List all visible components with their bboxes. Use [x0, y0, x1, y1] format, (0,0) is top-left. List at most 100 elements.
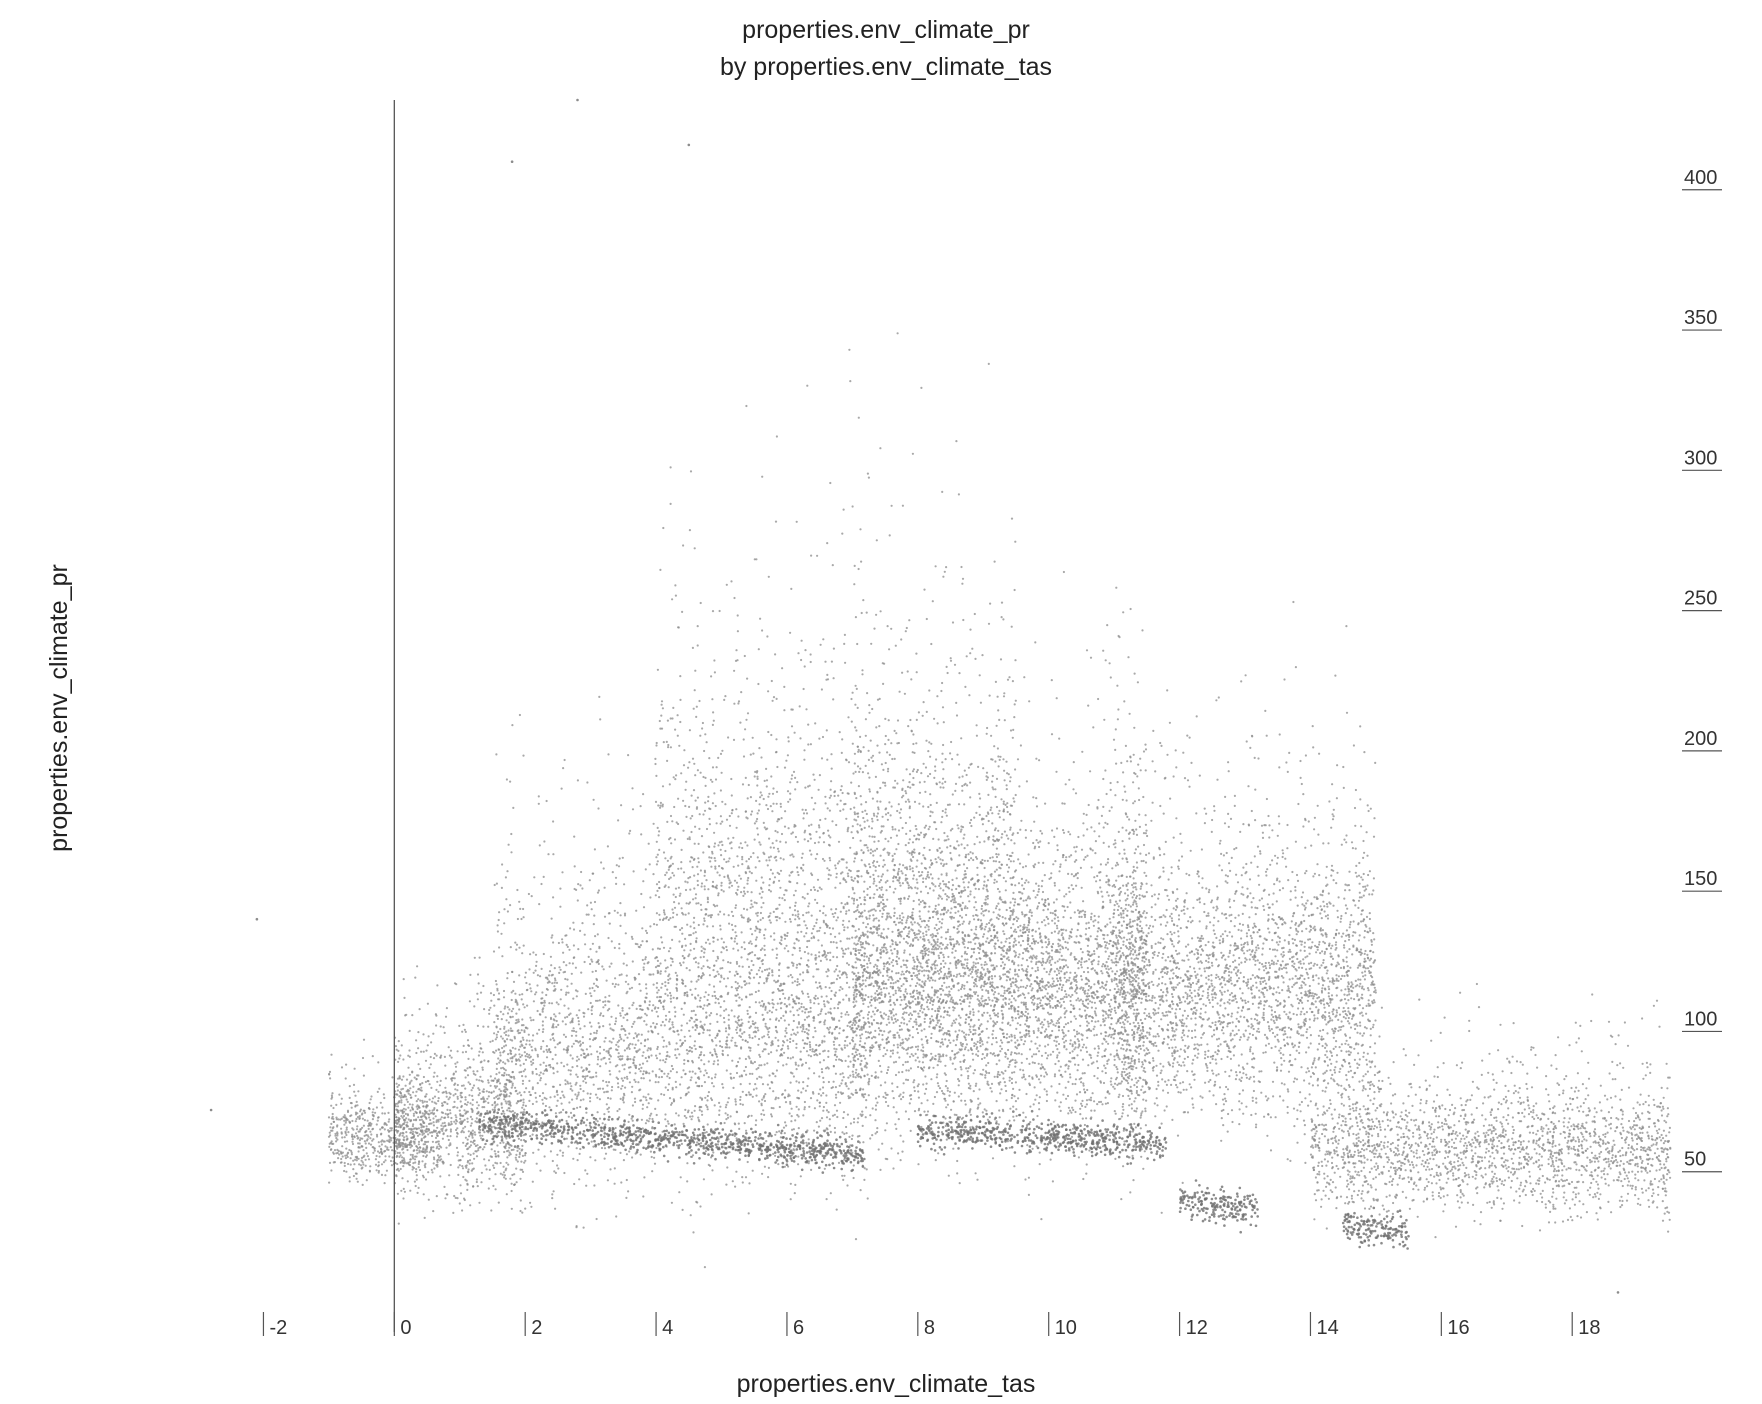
scatter-point-3601 [576, 779, 580, 782]
scatter-point-4444 [745, 1094, 748, 1097]
scatter-point-394 [330, 1094, 333, 1097]
scatter-point-2724 [655, 923, 659, 926]
scatter-point-3749 [581, 922, 584, 925]
scatter-point-3556 [498, 1071, 501, 1074]
scatter-point-4912 [720, 884, 723, 887]
scatter-point-1283 [422, 1050, 425, 1053]
scatter-point-1778 [825, 954, 828, 957]
scatter-point-320 [350, 1151, 353, 1154]
scatter-point-1880 [541, 1092, 545, 1095]
scatter-point-771 [477, 1054, 480, 1057]
scatter-point-265 [343, 1119, 346, 1122]
scatter-point-4620 [846, 792, 849, 795]
scatter-point-2905 [760, 794, 763, 797]
scatter-point-1397 [469, 1131, 473, 1135]
scatter-point-2534 [671, 916, 675, 919]
scatter-point-1344 [431, 1140, 434, 1143]
scatter-point-960 [468, 1159, 472, 1162]
scatter-point-1945 [806, 1084, 809, 1088]
scatter-points [209, 98, 1672, 1294]
scatter-point-4564 [825, 729, 828, 732]
scatter-point-2345 [498, 946, 501, 949]
scatter-point-3479 [718, 865, 721, 868]
scatter-point-2820 [505, 1150, 509, 1153]
scatter-point-704 [476, 1185, 479, 1188]
scatter-point-1820 [740, 891, 743, 894]
scatter-point-4345 [531, 1087, 534, 1091]
scatter-point-2633 [803, 950, 807, 954]
scatter-point-4904 [816, 889, 819, 893]
scatter-point-2387 [550, 1002, 554, 1005]
scatter-point-3910 [604, 1062, 608, 1065]
scatter-point-3554 [767, 1001, 770, 1005]
scatter-point-3950 [683, 994, 686, 997]
scatter-point-2288 [642, 1051, 645, 1054]
scatter-point-1538 [475, 1101, 479, 1104]
scatter-point-632 [518, 1155, 521, 1159]
scatter-point-591 [402, 1197, 405, 1200]
scatter-point-2138 [706, 1099, 709, 1102]
scatter-point-417 [371, 1146, 374, 1149]
scatter-point-3570 [775, 1131, 778, 1134]
scatter-point-4541 [790, 777, 793, 780]
scatter-point-4434 [524, 976, 527, 979]
scatter-point-2659 [500, 886, 503, 890]
scatter-point-1689 [577, 1016, 580, 1020]
scatter-point-1630 [493, 1166, 496, 1169]
scatter-point-2726 [790, 1033, 793, 1036]
scatter-point-1479 [459, 1094, 462, 1097]
scatter-point-3183 [554, 979, 557, 982]
scatter-point-4038 [783, 1051, 786, 1054]
scatter-point-4667 [869, 866, 872, 869]
scatter-point-4231 [566, 1080, 569, 1083]
scatter-point-1112 [432, 1156, 436, 1159]
scatter-point-680 [396, 1111, 399, 1114]
scatter-point-2542 [551, 1159, 554, 1163]
scatter-point-73 [361, 1117, 364, 1120]
scatter-point-4242 [557, 1023, 560, 1026]
scatter-point-1071 [447, 1116, 450, 1119]
scatter-point-3267 [717, 892, 720, 895]
scatter-point-4771 [819, 959, 823, 963]
scatter-point-2809 [845, 1085, 848, 1088]
scatter-point-2154 [516, 888, 519, 892]
scatter-point-4466 [639, 989, 642, 992]
scatter-point-4002 [551, 934, 554, 937]
scatter-point-2260 [823, 1005, 826, 1008]
scatter-point-480 [418, 1146, 422, 1149]
scatter-point-249 [367, 1135, 370, 1138]
scatter-point-4266 [651, 1030, 654, 1033]
scatter-point-4127 [712, 1085, 715, 1088]
scatter-point-4920 [717, 913, 720, 916]
scatter-point-1387 [453, 1105, 456, 1108]
scatter-point-1605 [472, 1070, 475, 1073]
scatter-point-3969 [592, 798, 595, 801]
scatter-point-1267 [462, 1023, 465, 1026]
scatter-point-461 [347, 1162, 350, 1166]
scatter-point-1466 [400, 1099, 403, 1102]
scatter-point-3970 [642, 966, 645, 969]
scatter-point-4848 [697, 861, 700, 864]
scatter-point-172 [343, 1123, 346, 1126]
scatter-point-1863 [746, 1009, 749, 1012]
scatter-point-2228 [543, 1004, 546, 1007]
scatter-point-4087 [719, 1014, 722, 1017]
scatter-point-4146 [684, 944, 687, 947]
scatter-point-4864 [944, 808, 947, 811]
scatter-point-108 [408, 1127, 411, 1131]
scatter-point-1555 [433, 1167, 436, 1170]
scatter-point-583 [455, 1135, 459, 1138]
scatter-point-1163 [478, 1131, 481, 1134]
scatter-point-4871 [874, 775, 878, 779]
scatter-point-1536 [439, 1079, 442, 1082]
scatter-point-1320 [446, 1113, 449, 1116]
scatter-point-2693 [843, 929, 846, 932]
scatter-point-2673 [491, 1039, 494, 1042]
scatter-point-3826 [529, 1055, 532, 1058]
scatter-point-2585 [836, 1115, 839, 1119]
scatter-point-1366 [438, 1145, 441, 1148]
scatter-point-1773 [750, 969, 753, 972]
scatter-point-224 [378, 1145, 381, 1148]
scatter-point-2719 [548, 1002, 551, 1005]
scatter-point-1854 [623, 952, 626, 955]
